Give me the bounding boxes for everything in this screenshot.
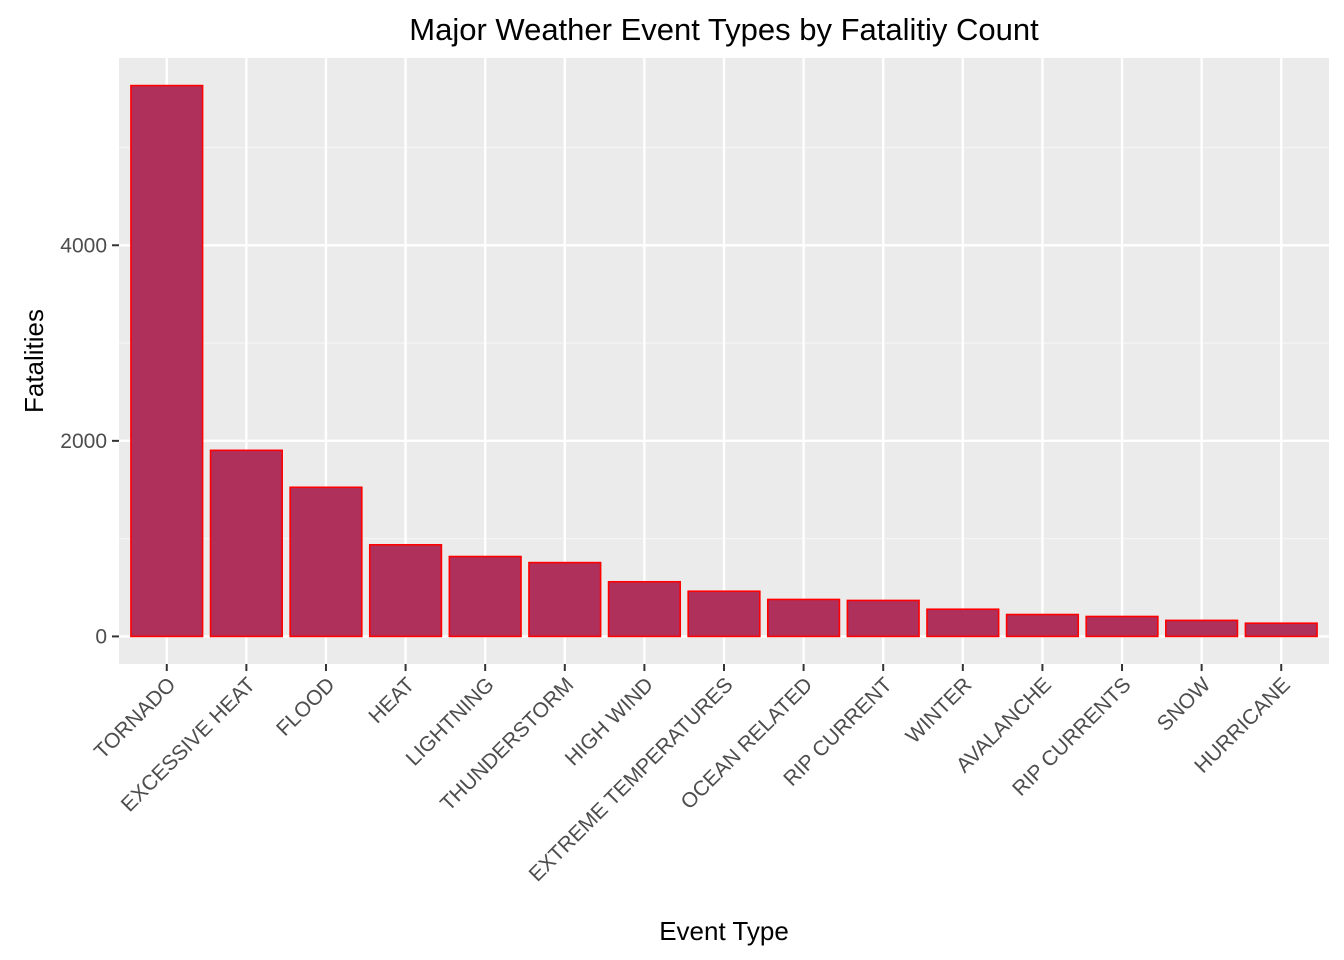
y-axis-title: Fatalities	[19, 309, 49, 413]
chart-title: Major Weather Event Types by Fatalitiy C…	[409, 12, 1039, 47]
bar-thunderstorm	[528, 561, 602, 638]
bars	[130, 84, 1318, 638]
bar-flood	[289, 486, 363, 638]
x-tick-label: WINTER	[902, 673, 977, 748]
bar-excessive-heat	[209, 449, 283, 638]
bar-lightning	[448, 555, 522, 638]
bar-rip-current	[846, 599, 920, 638]
bar-snow	[1165, 619, 1239, 638]
bar-rip-currents	[1085, 615, 1159, 638]
y-tick-label: 0	[95, 625, 107, 648]
y-tick-label: 4000	[60, 234, 107, 257]
x-tick-label: THUNDERSTORM	[436, 673, 578, 815]
x-tick-label: FLOOD	[272, 673, 339, 740]
x-tick-label: SNOW	[1153, 673, 1216, 736]
x-tick-label: HEAT	[364, 673, 419, 728]
bar-avalanche	[1005, 613, 1080, 638]
bar-ocean-related	[766, 598, 841, 638]
bar-winter	[926, 608, 1000, 638]
bar-high-wind	[607, 580, 682, 638]
bar-hurricane	[1244, 622, 1318, 638]
x-tick-label: OCEAN RELATED	[677, 673, 818, 814]
x-axis-title: Event Type	[659, 916, 789, 946]
y-tick-label: 2000	[60, 430, 107, 453]
y-axis-ticks: 0 2000 4000	[60, 234, 119, 648]
bar-heat	[368, 543, 443, 638]
x-tick-label: EXCESSIVE HEAT	[117, 673, 260, 816]
bar-extreme-temperatures	[687, 590, 761, 638]
bar-tornado	[130, 84, 204, 638]
